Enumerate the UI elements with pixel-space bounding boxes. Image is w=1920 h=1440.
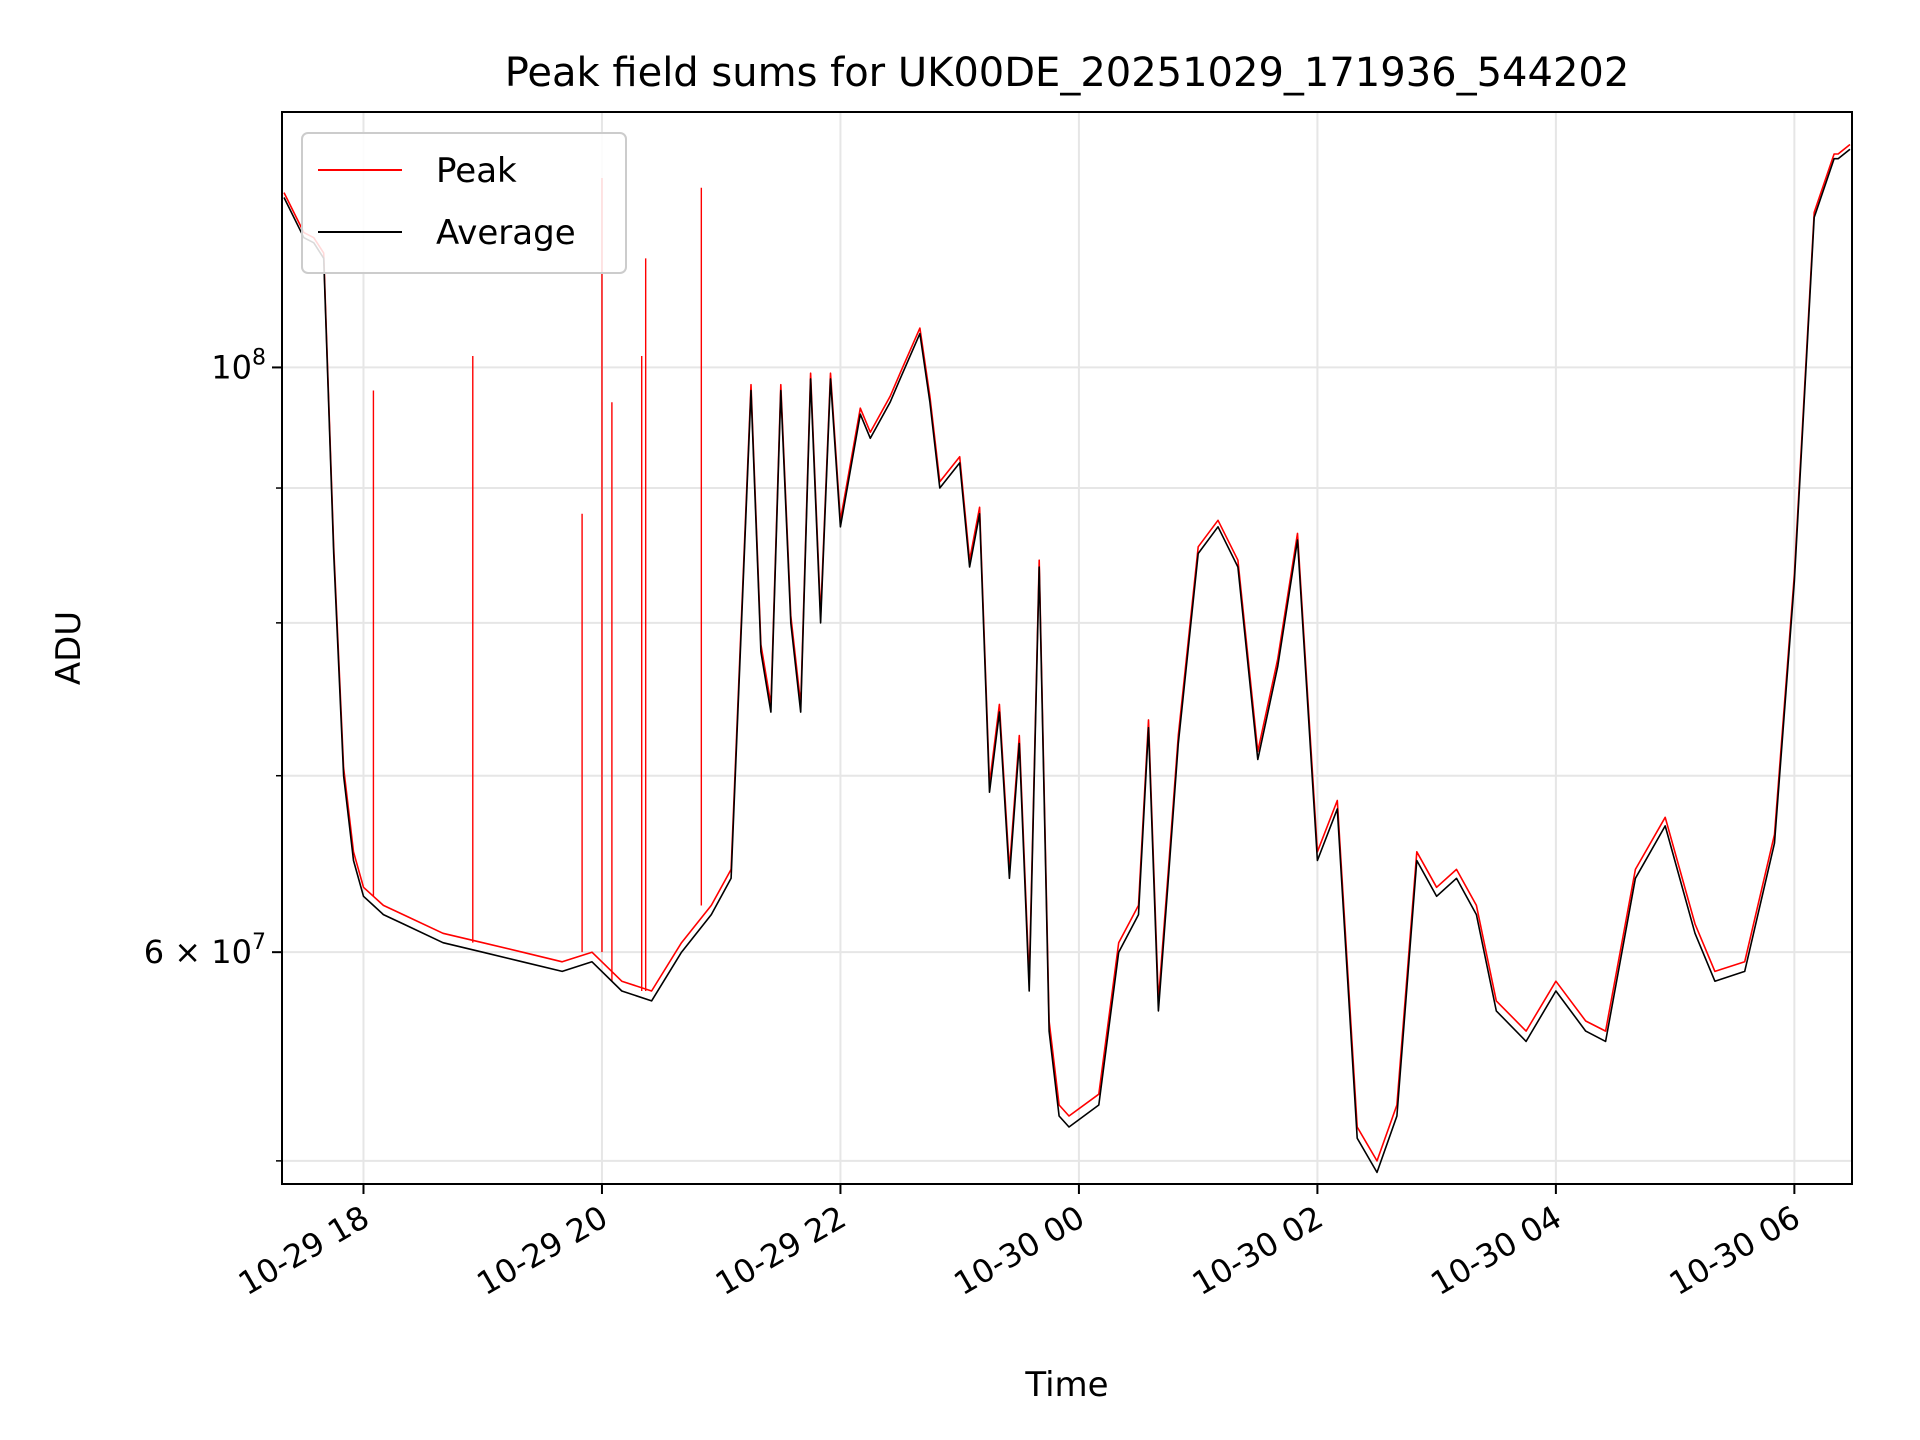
legend-label-peak: Peak [436,151,517,191]
legend-box [301,132,627,274]
series-line-average [283,148,1851,1174]
grid-layer [282,112,1852,1184]
legend: Peak Average [301,132,627,274]
y-axis-label: ADU [49,611,89,685]
plot-frame [281,111,1853,1185]
chart-title: Peak field sums for UK00DE_20251029_1719… [505,50,1630,96]
legend-label-average: Average [436,213,576,253]
x-axis-label: Time [1024,1365,1108,1405]
y-tick-label: 6 × 107 [144,930,266,971]
series-layer [283,143,1851,1174]
